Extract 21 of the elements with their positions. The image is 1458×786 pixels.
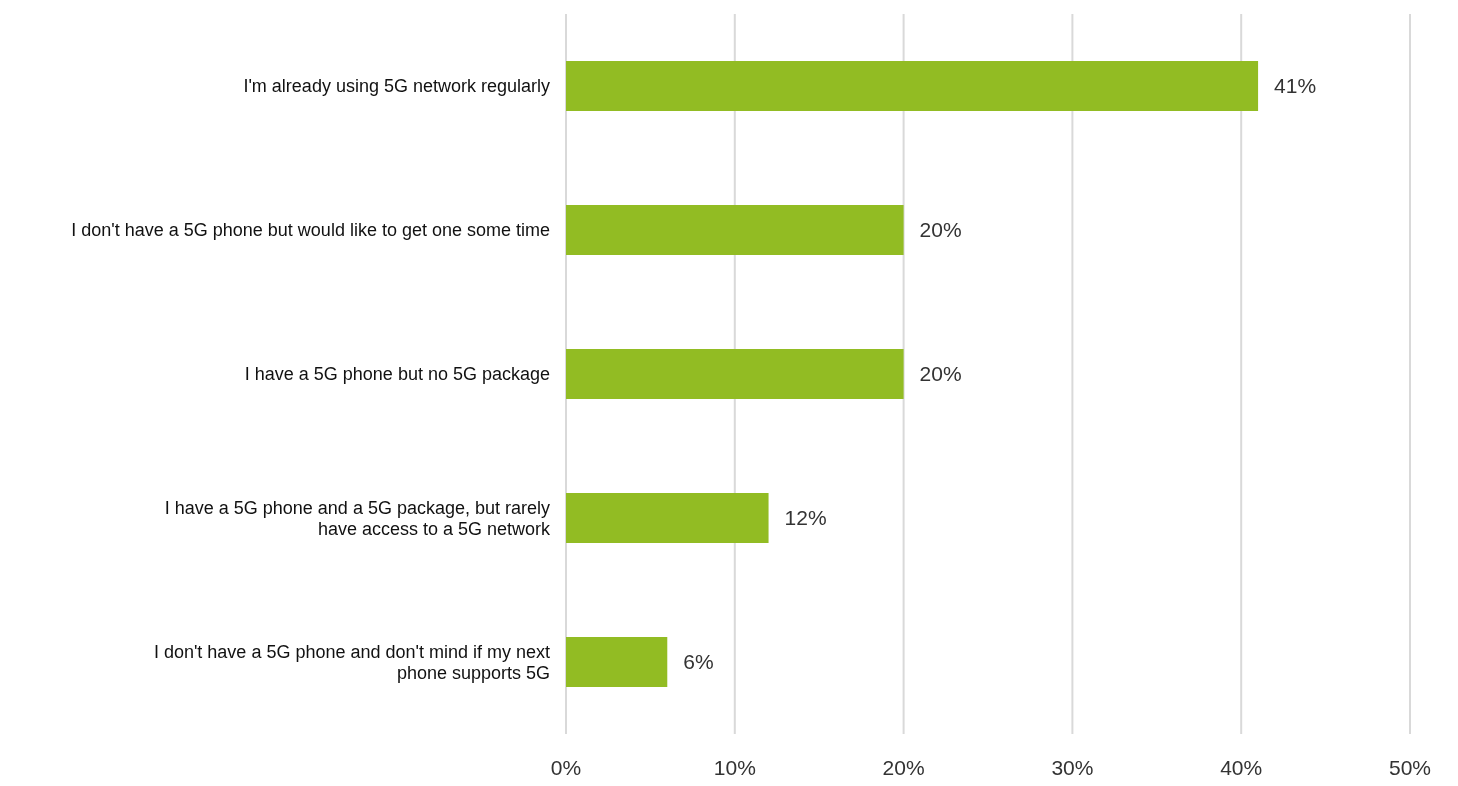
y-tick-label: I don't have a 5G phone and don't mind if my next phone supports 5G [153,641,550,683]
data-label: 20% [919,362,962,386]
x-tick-label: 30% [1051,755,1094,779]
x-tick-label: 50% [1388,755,1432,779]
y-tick-label: I don't have a 5G phone but would like to get one some time [71,220,550,240]
data-label: 20% [919,218,962,242]
data-label: 41% [1274,74,1317,98]
bar [566,637,668,687]
data-label: 12% [784,506,827,530]
y-tick-label: I have a 5G phone but no 5G package [244,364,550,384]
bar [566,205,904,255]
bar [566,493,769,543]
y-tick-label: I have a 5G phone and a 5G package, but rarely have access to a 5G network [164,497,551,539]
x-tick-label: 20% [882,755,925,779]
data-label: 6% [683,650,714,674]
x-tick-label: 40% [1220,755,1263,779]
y-tick-label: I'm already using 5G network regularly [243,76,550,96]
bar [566,61,1259,111]
bar [566,349,904,399]
x-tick-label: 0% [550,755,582,779]
x-tick-label: 10% [713,755,756,779]
